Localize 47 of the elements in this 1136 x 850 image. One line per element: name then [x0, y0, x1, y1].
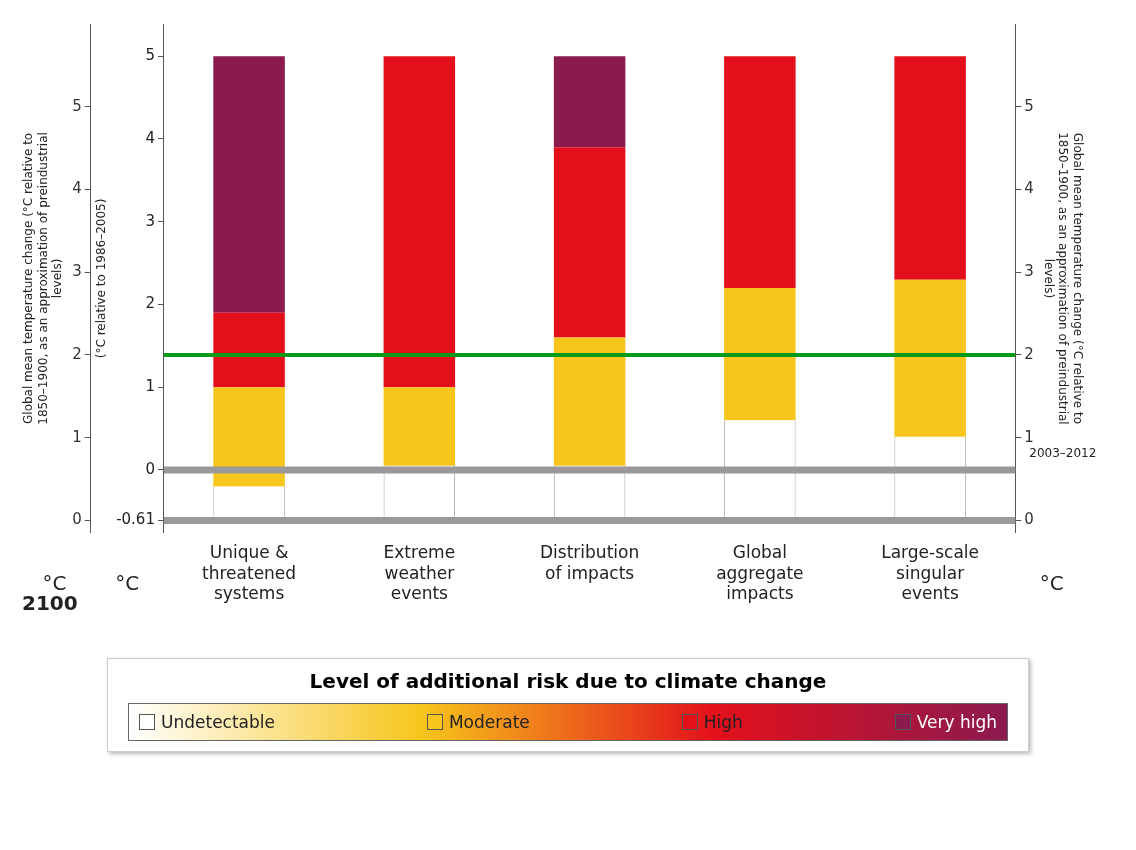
legend-label: High	[702, 712, 743, 732]
bar	[553, 147, 626, 338]
bar	[383, 56, 456, 388]
bar	[383, 387, 456, 466]
bar	[724, 56, 796, 288]
bar	[213, 56, 285, 313]
x-tick-label: Distribution of impacts	[540, 542, 640, 583]
y-tick-label: 1	[72, 427, 82, 446]
legend-label: Moderate	[447, 712, 530, 732]
y-tick-label: 2	[72, 344, 82, 363]
y2-tick-label: 0	[1024, 510, 1034, 529]
y2-tick-label: 4	[1024, 179, 1034, 198]
bar	[213, 312, 285, 388]
y-tick-label: 3	[72, 262, 82, 281]
y3-tick-label: 3	[145, 211, 155, 230]
text: Undetectable	[160, 712, 275, 732]
y-axis-title: Global mean temperature change (°C relative to 1850–1900, as an approximation of preindustrial levels)	[21, 132, 65, 425]
text: °C	[115, 571, 140, 595]
y2-tick-label: 3	[1024, 262, 1034, 281]
y2-axis-title: Global mean temperature change (°C relative to 1850–1900, as an approximation of preindustrial levels)	[1041, 132, 1085, 425]
text: 2003–2012	[1029, 445, 1097, 460]
y-tick-label: 0	[72, 510, 82, 529]
x-tick-label: Large-scale singular events	[881, 542, 980, 604]
y3-tick-label: -0.61	[116, 510, 155, 529]
legend-title: Level of additional risk due to climate change	[308, 669, 828, 693]
y3-tick-label: 0	[145, 459, 155, 478]
y3-tick-label: 4	[145, 128, 155, 147]
bar	[213, 387, 285, 487]
legend-label: Very high	[915, 712, 997, 732]
bar	[894, 56, 966, 280]
bar	[553, 337, 626, 466]
x-tick-label: Global aggregate impacts	[716, 542, 804, 604]
y2-tick-label: 1	[1024, 427, 1034, 446]
y3-tick-label: 5	[145, 46, 155, 65]
y3-tick-label: 2	[145, 294, 155, 313]
y-tick-label: 4	[72, 179, 82, 198]
bar	[724, 287, 796, 421]
y2-tick-label: 5	[1024, 96, 1034, 115]
text: °C	[1039, 571, 1064, 595]
bar	[894, 279, 966, 437]
y3-axis-title: (°C relative to 1986–2005)	[94, 198, 109, 359]
bar	[553, 56, 626, 148]
y3-tick-label: 1	[145, 377, 155, 396]
x-tick-label: Unique & threatened systems	[202, 542, 297, 604]
y-tick-label: 5	[72, 96, 82, 115]
y2-tick-label: 2	[1024, 344, 1034, 363]
x-tick-label: Extreme weather events	[383, 542, 456, 604]
